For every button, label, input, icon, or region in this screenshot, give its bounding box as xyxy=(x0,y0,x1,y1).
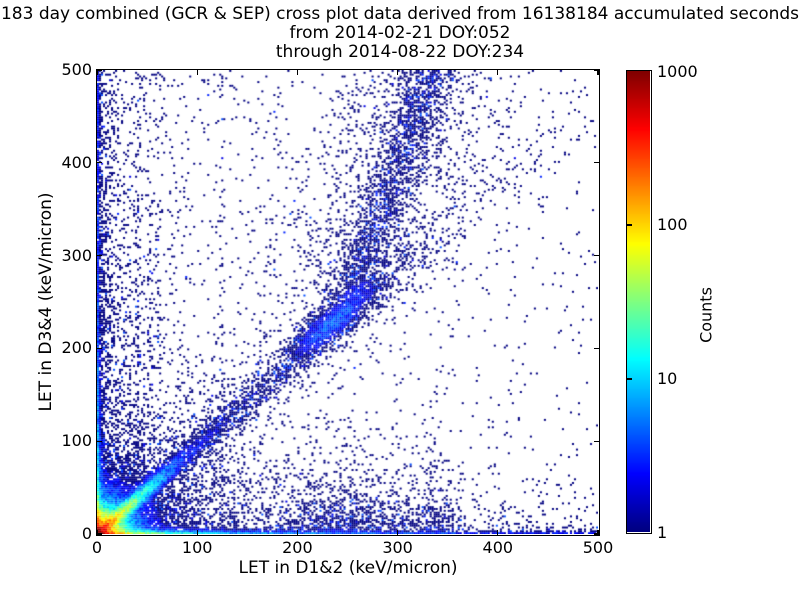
title-line-3: through 2014-08-22 DOY:234 xyxy=(275,42,525,62)
colorbar-label: Counts xyxy=(696,287,716,343)
colorbar-gradient xyxy=(627,71,650,532)
x-tick-label: 200 xyxy=(282,538,313,557)
x-tick-label: 500 xyxy=(582,538,614,557)
x-axis-label: LET in D1&2 (keV/micron) xyxy=(238,558,458,578)
x-tick xyxy=(96,530,98,535)
y-tick xyxy=(97,440,102,442)
colorbar-tick-label: 1 xyxy=(657,522,668,542)
y-tick-label: 400 xyxy=(61,152,92,172)
scatter-canvas xyxy=(97,70,598,534)
y-tick-right xyxy=(594,255,599,257)
x-tick xyxy=(196,530,198,535)
colorbar-tick xyxy=(627,378,632,380)
title-line-1: 183 day combined (GCR & SEP) cross plot … xyxy=(0,4,800,24)
x-tick xyxy=(497,530,499,535)
x-tick-top xyxy=(497,70,499,75)
y-tick-right xyxy=(594,533,599,535)
y-tick-label: 200 xyxy=(61,338,92,358)
x-tick-top xyxy=(296,70,299,75)
chart-title: 183 day combined (GCR & SEP) cross plot … xyxy=(0,5,800,62)
y-tick-label: 0 xyxy=(81,524,92,543)
y-tick-label: 100 xyxy=(61,431,92,451)
y-tick-right xyxy=(594,440,599,442)
title-line-2: from 2014-02-21 DOY:052 xyxy=(289,23,511,43)
x-tick-top xyxy=(597,70,599,75)
y-tick xyxy=(97,69,102,71)
x-tick-top xyxy=(96,70,98,75)
colorbar-tick-label: 10 xyxy=(657,368,678,388)
y-tick-right xyxy=(594,347,599,350)
x-tick xyxy=(397,530,399,535)
colorbar-tick xyxy=(627,224,632,226)
x-tick-top xyxy=(196,70,198,75)
y-tick xyxy=(97,255,102,257)
y-tick-right xyxy=(594,69,599,71)
y-tick-label: 300 xyxy=(61,245,92,265)
x-tick-label: 300 xyxy=(382,538,413,557)
x-tick-label: 100 xyxy=(181,538,213,557)
colorbar xyxy=(626,70,652,534)
y-tick xyxy=(97,347,102,350)
plot-area xyxy=(96,69,600,536)
y-tick xyxy=(97,162,102,164)
y-tick-right xyxy=(594,162,599,164)
colorbar-tick-label: 1000 xyxy=(657,61,698,81)
x-tick-top xyxy=(397,70,399,75)
y-axis-label: LET in D3&4 (keV/micron) xyxy=(36,192,56,412)
colorbar-tick-label: 100 xyxy=(657,215,688,235)
x-tick xyxy=(597,530,599,535)
x-tick-label: 400 xyxy=(482,538,514,557)
x-tick xyxy=(296,530,299,535)
y-tick-label: 500 xyxy=(61,60,92,79)
x-tick-label: 0 xyxy=(91,538,103,557)
y-tick xyxy=(97,533,102,535)
